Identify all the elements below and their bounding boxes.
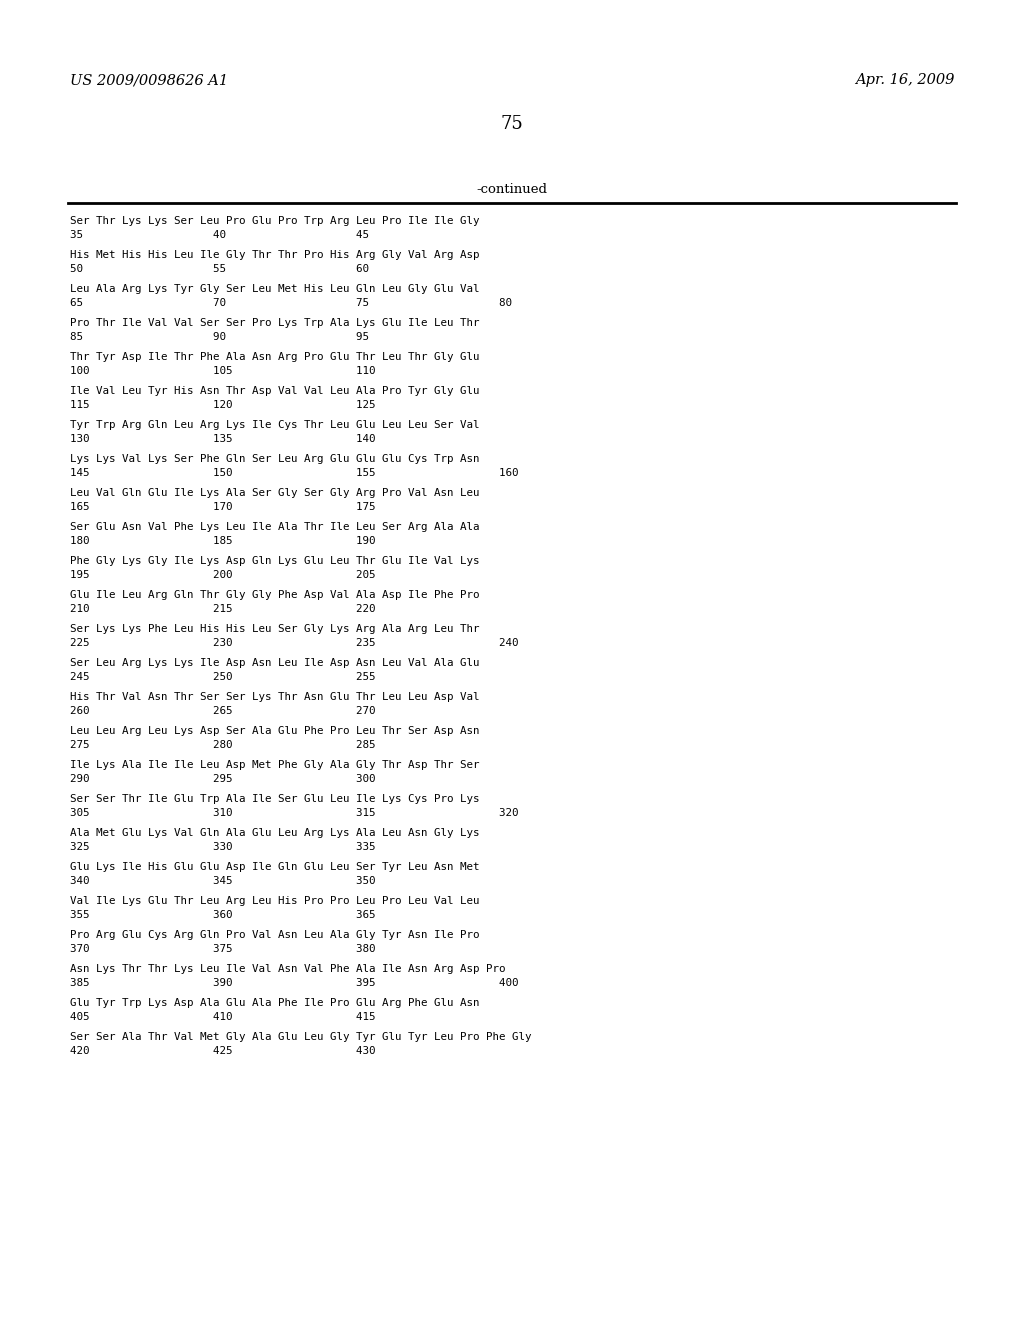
Text: 385                   390                   395                   400: 385 390 395 400 (70, 978, 518, 987)
Text: Ser Lys Lys Phe Leu His His Leu Ser Gly Lys Arg Ala Arg Leu Thr: Ser Lys Lys Phe Leu His His Leu Ser Gly … (70, 624, 479, 634)
Text: Ile Val Leu Tyr His Asn Thr Asp Val Val Leu Ala Pro Tyr Gly Glu: Ile Val Leu Tyr His Asn Thr Asp Val Val … (70, 385, 479, 396)
Text: 165                   170                   175: 165 170 175 (70, 502, 376, 511)
Text: US 2009/0098626 A1: US 2009/0098626 A1 (70, 73, 228, 87)
Text: 145                   150                   155                   160: 145 150 155 160 (70, 467, 518, 478)
Text: Val Ile Lys Glu Thr Leu Arg Leu His Pro Pro Leu Pro Leu Val Leu: Val Ile Lys Glu Thr Leu Arg Leu His Pro … (70, 896, 479, 906)
Text: 210                   215                   220: 210 215 220 (70, 603, 376, 614)
Text: Glu Ile Leu Arg Gln Thr Gly Gly Phe Asp Val Ala Asp Ile Phe Pro: Glu Ile Leu Arg Gln Thr Gly Gly Phe Asp … (70, 590, 479, 601)
Text: Ser Thr Lys Lys Ser Leu Pro Glu Pro Trp Arg Leu Pro Ile Ile Gly: Ser Thr Lys Lys Ser Leu Pro Glu Pro Trp … (70, 216, 479, 226)
Text: 85                    90                    95: 85 90 95 (70, 331, 369, 342)
Text: 100                   105                   110: 100 105 110 (70, 366, 376, 375)
Text: Ser Ser Ala Thr Val Met Gly Ala Glu Leu Gly Tyr Glu Tyr Leu Pro Phe Gly: Ser Ser Ala Thr Val Met Gly Ala Glu Leu … (70, 1032, 531, 1041)
Text: Leu Leu Arg Leu Lys Asp Ser Ala Glu Phe Pro Leu Thr Ser Asp Asn: Leu Leu Arg Leu Lys Asp Ser Ala Glu Phe … (70, 726, 479, 737)
Text: Lys Lys Val Lys Ser Phe Gln Ser Leu Arg Glu Glu Glu Cys Trp Asn: Lys Lys Val Lys Ser Phe Gln Ser Leu Arg … (70, 454, 479, 465)
Text: Ile Lys Ala Ile Ile Leu Asp Met Phe Gly Ala Gly Thr Asp Thr Ser: Ile Lys Ala Ile Ile Leu Asp Met Phe Gly … (70, 760, 479, 770)
Text: 195                   200                   205: 195 200 205 (70, 569, 376, 579)
Text: 35                    40                    45: 35 40 45 (70, 230, 369, 239)
Text: Ser Ser Thr Ile Glu Trp Ala Ile Ser Glu Leu Ile Lys Cys Pro Lys: Ser Ser Thr Ile Glu Trp Ala Ile Ser Glu … (70, 795, 479, 804)
Text: Ala Met Glu Lys Val Gln Ala Glu Leu Arg Lys Ala Leu Asn Gly Lys: Ala Met Glu Lys Val Gln Ala Glu Leu Arg … (70, 828, 479, 838)
Text: 290                   295                   300: 290 295 300 (70, 774, 376, 784)
Text: Apr. 16, 2009: Apr. 16, 2009 (855, 73, 954, 87)
Text: 50                    55                    60: 50 55 60 (70, 264, 369, 273)
Text: His Met His His Leu Ile Gly Thr Thr Pro His Arg Gly Val Arg Asp: His Met His His Leu Ile Gly Thr Thr Pro … (70, 249, 479, 260)
Text: Tyr Trp Arg Gln Leu Arg Lys Ile Cys Thr Leu Glu Leu Leu Ser Val: Tyr Trp Arg Gln Leu Arg Lys Ile Cys Thr … (70, 420, 479, 430)
Text: Glu Tyr Trp Lys Asp Ala Glu Ala Phe Ile Pro Glu Arg Phe Glu Asn: Glu Tyr Trp Lys Asp Ala Glu Ala Phe Ile … (70, 998, 479, 1008)
Text: 225                   230                   235                   240: 225 230 235 240 (70, 638, 518, 648)
Text: 405                   410                   415: 405 410 415 (70, 1011, 376, 1022)
Text: Ser Leu Arg Lys Lys Ile Asp Asn Leu Ile Asp Asn Leu Val Ala Glu: Ser Leu Arg Lys Lys Ile Asp Asn Leu Ile … (70, 657, 479, 668)
Text: Phe Gly Lys Gly Ile Lys Asp Gln Lys Glu Leu Thr Glu Ile Val Lys: Phe Gly Lys Gly Ile Lys Asp Gln Lys Glu … (70, 556, 479, 566)
Text: Thr Tyr Asp Ile Thr Phe Ala Asn Arg Pro Glu Thr Leu Thr Gly Glu: Thr Tyr Asp Ile Thr Phe Ala Asn Arg Pro … (70, 352, 479, 362)
Text: 325                   330                   335: 325 330 335 (70, 842, 376, 851)
Text: 420                   425                   430: 420 425 430 (70, 1045, 376, 1056)
Text: Pro Thr Ile Val Val Ser Ser Pro Lys Trp Ala Lys Glu Ile Leu Thr: Pro Thr Ile Val Val Ser Ser Pro Lys Trp … (70, 318, 479, 327)
Text: 305                   310                   315                   320: 305 310 315 320 (70, 808, 518, 817)
Text: 260                   265                   270: 260 265 270 (70, 705, 376, 715)
Text: Pro Arg Glu Cys Arg Gln Pro Val Asn Leu Ala Gly Tyr Asn Ile Pro: Pro Arg Glu Cys Arg Gln Pro Val Asn Leu … (70, 931, 479, 940)
Text: Ser Glu Asn Val Phe Lys Leu Ile Ala Thr Ile Leu Ser Arg Ala Ala: Ser Glu Asn Val Phe Lys Leu Ile Ala Thr … (70, 521, 479, 532)
Text: Leu Val Gln Glu Ile Lys Ala Ser Gly Ser Gly Arg Pro Val Asn Leu: Leu Val Gln Glu Ile Lys Ala Ser Gly Ser … (70, 488, 479, 498)
Text: 115                   120                   125: 115 120 125 (70, 400, 376, 409)
Text: Leu Ala Arg Lys Tyr Gly Ser Leu Met His Leu Gln Leu Gly Glu Val: Leu Ala Arg Lys Tyr Gly Ser Leu Met His … (70, 284, 479, 294)
Text: 355                   360                   365: 355 360 365 (70, 909, 376, 920)
Text: His Thr Val Asn Thr Ser Ser Lys Thr Asn Glu Thr Leu Leu Asp Val: His Thr Val Asn Thr Ser Ser Lys Thr Asn … (70, 692, 479, 702)
Text: 180                   185                   190: 180 185 190 (70, 536, 376, 545)
Text: -continued: -continued (476, 183, 548, 195)
Text: 370                   375                   380: 370 375 380 (70, 944, 376, 953)
Text: 340                   345                   350: 340 345 350 (70, 875, 376, 886)
Text: 130                   135                   140: 130 135 140 (70, 433, 376, 444)
Text: 75: 75 (501, 115, 523, 133)
Text: 245                   250                   255: 245 250 255 (70, 672, 376, 681)
Text: Asn Lys Thr Thr Lys Leu Ile Val Asn Val Phe Ala Ile Asn Arg Asp Pro: Asn Lys Thr Thr Lys Leu Ile Val Asn Val … (70, 964, 506, 974)
Text: 65                    70                    75                    80: 65 70 75 80 (70, 297, 512, 308)
Text: 275                   280                   285: 275 280 285 (70, 739, 376, 750)
Text: Glu Lys Ile His Glu Glu Asp Ile Gln Glu Leu Ser Tyr Leu Asn Met: Glu Lys Ile His Glu Glu Asp Ile Gln Glu … (70, 862, 479, 873)
